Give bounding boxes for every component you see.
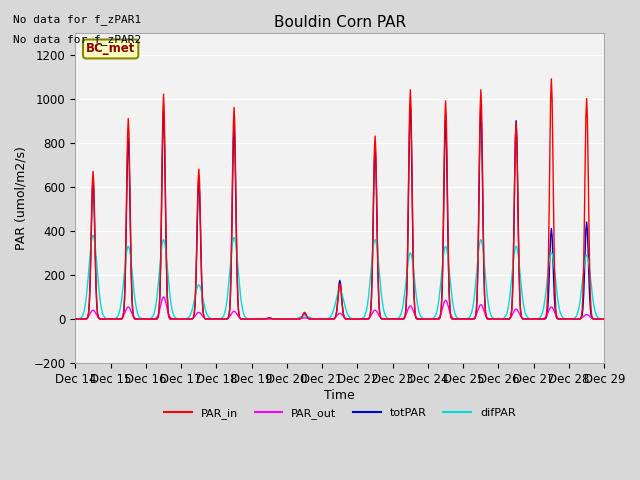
- Y-axis label: PAR (umol/m2/s): PAR (umol/m2/s): [15, 146, 28, 250]
- Text: No data for f_zPAR1: No data for f_zPAR1: [13, 14, 141, 25]
- Legend: PAR_in, PAR_out, totPAR, difPAR: PAR_in, PAR_out, totPAR, difPAR: [159, 404, 520, 423]
- Text: BC_met: BC_met: [86, 42, 135, 56]
- Text: No data for f_zPAR2: No data for f_zPAR2: [13, 34, 141, 45]
- Title: Bouldin Corn PAR: Bouldin Corn PAR: [274, 15, 406, 30]
- X-axis label: Time: Time: [324, 388, 355, 402]
